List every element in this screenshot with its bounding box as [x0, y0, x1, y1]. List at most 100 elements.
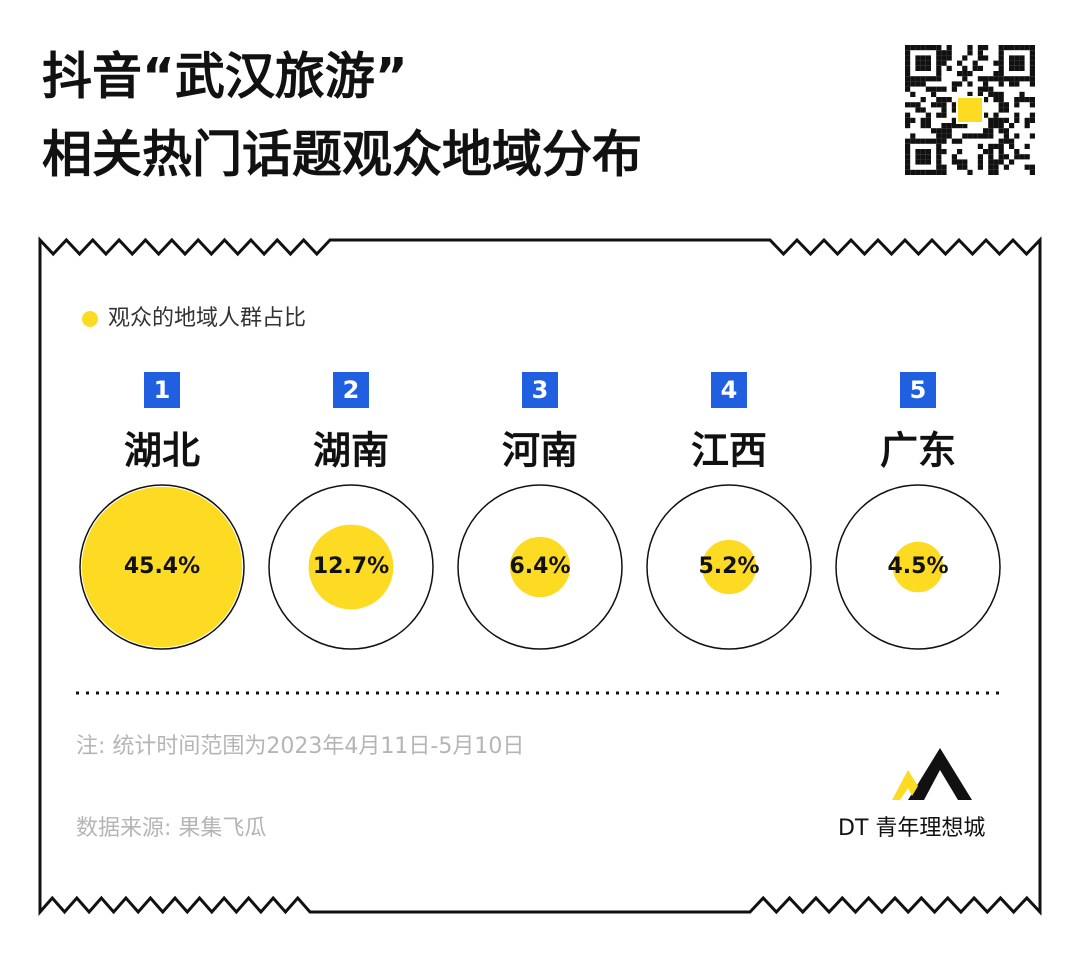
qr-cell — [1029, 133, 1035, 139]
qr-cell — [925, 60, 931, 66]
qr-cell — [941, 60, 947, 66]
qr-cell — [941, 133, 947, 139]
qr-cell — [925, 159, 931, 165]
qr-cell — [941, 55, 947, 61]
qr-cell — [962, 76, 968, 82]
qr-cell — [925, 123, 931, 129]
qr-cell — [983, 81, 989, 87]
qr-cell — [1014, 102, 1020, 108]
qr-cell — [925, 45, 931, 51]
qr-cell — [962, 159, 968, 165]
qr-cell — [946, 123, 952, 129]
qr-cell — [1029, 169, 1035, 175]
qr-cell — [905, 117, 911, 123]
qr-cell — [962, 133, 968, 139]
qr-cell — [936, 154, 942, 160]
qr-cell — [1014, 76, 1020, 82]
qr-cell — [925, 55, 931, 61]
qr-cell — [1009, 138, 1015, 144]
qr-cell — [915, 159, 921, 165]
qr-cell — [1009, 123, 1015, 129]
qr-cell — [1024, 143, 1030, 149]
qr-cell — [1014, 55, 1020, 61]
qr-cell — [951, 138, 957, 144]
qr-cell — [910, 81, 916, 87]
qr-cell — [993, 60, 999, 66]
qr-cell — [910, 117, 916, 123]
qr-cell — [941, 107, 947, 113]
qr-cell — [1029, 65, 1035, 71]
qr-cell — [983, 55, 989, 61]
qr-cell — [1014, 81, 1020, 87]
value-label: 45.4% — [124, 554, 200, 579]
qr-cell — [998, 154, 1004, 160]
qr-cell — [1014, 117, 1020, 123]
category-label: 广东 — [880, 429, 956, 473]
qr-cell — [951, 107, 957, 113]
rank-box — [333, 372, 369, 408]
qr-cell — [1003, 138, 1009, 144]
qr-cell — [977, 55, 983, 61]
qr-cell — [993, 112, 999, 118]
qr-cell — [905, 50, 911, 56]
qr-cell — [936, 143, 942, 149]
qr-cell — [910, 138, 916, 144]
qr-cell — [1024, 123, 1030, 129]
qr-cell — [925, 65, 931, 71]
qr-cell — [936, 102, 942, 108]
qr-cell — [993, 91, 999, 97]
qr-cell — [915, 55, 921, 61]
qr-cell — [910, 76, 916, 82]
rank-label: 1 — [154, 376, 171, 404]
qr-cell — [915, 138, 921, 144]
qr-cell — [936, 76, 942, 82]
qr-cell — [905, 159, 911, 165]
qr-cell — [905, 149, 911, 155]
qr-cell — [1024, 154, 1030, 160]
qr-cell — [920, 45, 926, 51]
qr-cell — [998, 159, 1004, 165]
qr-cell — [931, 138, 937, 144]
title: 抖音“武汉旅游” — [42, 48, 408, 106]
qr-cell — [931, 86, 937, 92]
qr-cell — [905, 164, 911, 170]
qr-cell — [925, 149, 931, 155]
qr-cell — [967, 169, 973, 175]
qr-cell — [1003, 128, 1009, 134]
qr-cell — [988, 164, 994, 170]
qr-cell — [905, 123, 911, 129]
qr-cell — [962, 164, 968, 170]
value-label: 5.2% — [698, 554, 759, 579]
qr-cell — [905, 65, 911, 71]
qr-cell — [967, 81, 973, 87]
category-label: 湖北 — [124, 429, 200, 473]
qr-cell — [910, 169, 916, 175]
qr-cell — [967, 50, 973, 56]
qr-cell — [998, 45, 1004, 51]
qr-cell — [941, 123, 947, 129]
qr-cell — [993, 164, 999, 170]
qr-cell — [905, 102, 911, 108]
qr-cell — [962, 65, 968, 71]
qr-cell — [920, 76, 926, 82]
qr-cell — [998, 102, 1004, 108]
qr-cell — [915, 169, 921, 175]
value-circle — [81, 486, 243, 648]
qr-cell — [925, 112, 931, 118]
qr-cell — [1029, 45, 1035, 51]
qr-cell — [931, 76, 937, 82]
qr-cell — [905, 138, 911, 144]
qr-cell — [988, 76, 994, 82]
qr-cell — [1019, 97, 1025, 103]
qr-cell — [915, 76, 921, 82]
qr-cell — [977, 45, 983, 51]
category-label: 河南 — [502, 429, 578, 473]
category-label: 湖南 — [313, 429, 389, 473]
qr-cell — [951, 81, 957, 87]
qr-cell — [957, 81, 963, 87]
qr-cell — [983, 45, 989, 51]
qr-cell — [993, 159, 999, 165]
qr-cell — [983, 112, 989, 118]
qr-cell — [941, 112, 947, 118]
